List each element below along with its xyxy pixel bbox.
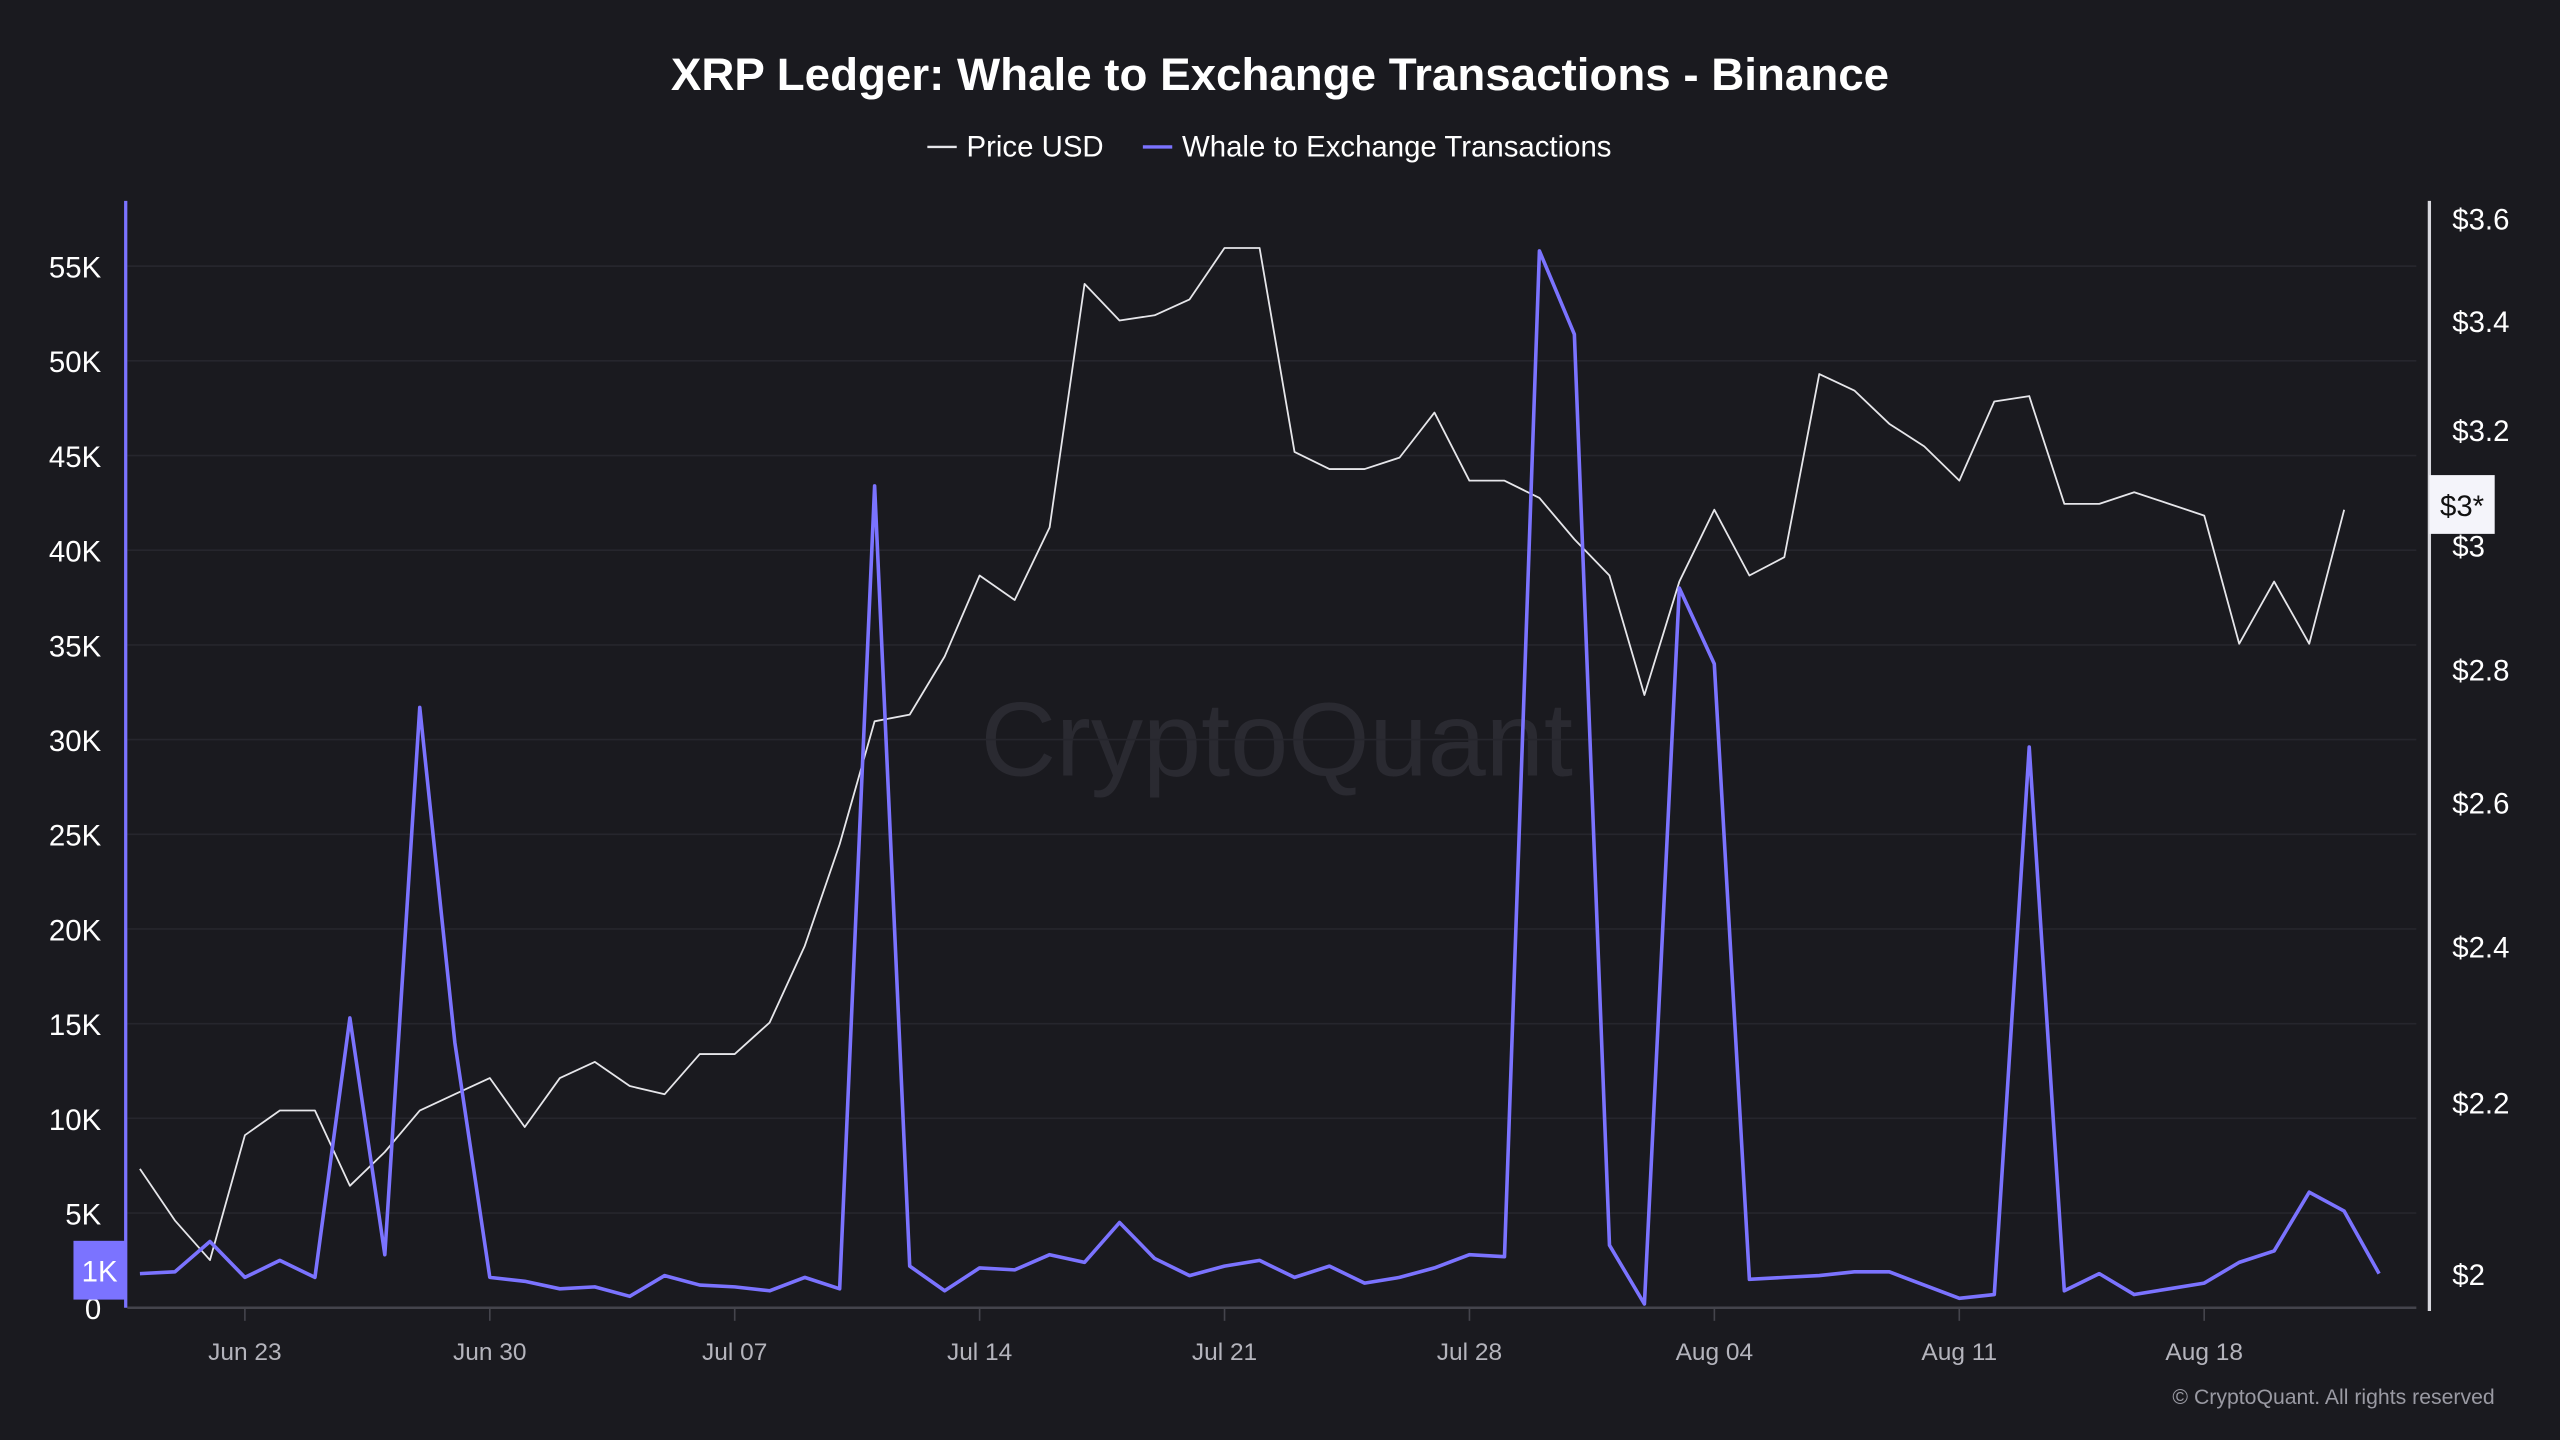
axes: 0 5K 10K 15K 20K 25K 30K 35K 40K 45K 50K 55K $2 $2.2 $… bbox=[49, 200, 2509, 1366]
whale-points bbox=[139, 250, 2380, 1304]
y-left-tick-label: 35K bbox=[49, 630, 102, 663]
y-left-tick-label: 20K bbox=[49, 914, 102, 947]
legend-label-price: Price USD bbox=[967, 131, 1104, 164]
price-line bbox=[139, 247, 2346, 1261]
y-right-tick-label: $2.8 bbox=[2452, 655, 2509, 688]
x-tick-label: Jul 07 bbox=[702, 1339, 767, 1366]
y-right-tick-label: $3 bbox=[2452, 531, 2485, 564]
x-tick-label: Jun 30 bbox=[453, 1339, 526, 1366]
x-tick-label: Aug 11 bbox=[1921, 1339, 1997, 1366]
price-points bbox=[139, 248, 2345, 1261]
x-tick-label: Jul 28 bbox=[1437, 1339, 1502, 1366]
whale-transactions-line bbox=[139, 249, 2381, 1306]
y-left-tick-label: 0 bbox=[85, 1293, 101, 1326]
y-left-tick-label: 30K bbox=[49, 725, 102, 758]
y-right-tick-label: $2.6 bbox=[2452, 788, 2509, 821]
y-left-tick-label: 10K bbox=[49, 1104, 102, 1137]
legend-item-whale[interactable]: Whale to Exchange Transactions bbox=[1142, 131, 1612, 164]
current-price-tag bbox=[2429, 475, 2495, 534]
x-tick-label: Aug 04 bbox=[1676, 1339, 1754, 1366]
y-left-tick-label: 40K bbox=[49, 536, 102, 569]
legend-item-price[interactable]: Price USD bbox=[927, 131, 1104, 164]
y-left-tick-label: 55K bbox=[49, 252, 102, 285]
y-right-tick-label: $3.2 bbox=[2452, 415, 2509, 448]
y-right-tick-label: $3.4 bbox=[2452, 306, 2509, 339]
y-right-tick-label: $2 bbox=[2452, 1259, 2485, 1292]
y-left-tick-label: 50K bbox=[49, 346, 102, 379]
copyright: © CryptoQuant. All rights reserved bbox=[2172, 1386, 2494, 1409]
current-price-tag-label: $3* bbox=[2440, 490, 2484, 523]
x-tick-label: Jul 21 bbox=[1192, 1339, 1257, 1366]
grid bbox=[127, 265, 2417, 1214]
y-left-tick-label: 25K bbox=[49, 820, 102, 853]
current-whale-tag bbox=[73, 1240, 126, 1300]
x-tick-label: Jul 14 bbox=[947, 1339, 1012, 1366]
y-right-tick-label: $3.6 bbox=[2452, 203, 2509, 236]
y-left-tick-label: 45K bbox=[49, 441, 102, 474]
x-tick-label: Aug 18 bbox=[2165, 1339, 2243, 1366]
chart-title: XRP Ledger: Whale to Exchange Transactio… bbox=[671, 49, 1889, 100]
x-tick-label: Jun 23 bbox=[208, 1339, 281, 1366]
current-whale-tag-label: 1K bbox=[82, 1256, 118, 1289]
legend-label-whale: Whale to Exchange Transactions bbox=[1182, 131, 1611, 164]
legend: Price USD Whale to Exchange Transactions bbox=[927, 131, 1611, 164]
value-tags: 1K $3* bbox=[73, 475, 2495, 1300]
y-right-tick-label: $2.2 bbox=[2452, 1088, 2509, 1121]
y-left-tick-label: 15K bbox=[49, 1009, 102, 1042]
y-left-tick-label: 5K bbox=[65, 1198, 101, 1231]
series-layer bbox=[139, 247, 2381, 1306]
y-right-tick-label: $2.4 bbox=[2452, 931, 2509, 964]
